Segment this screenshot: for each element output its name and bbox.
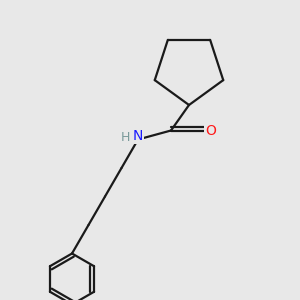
Text: H: H [121, 131, 130, 144]
Text: O: O [205, 124, 216, 137]
Text: N: N [133, 129, 143, 143]
